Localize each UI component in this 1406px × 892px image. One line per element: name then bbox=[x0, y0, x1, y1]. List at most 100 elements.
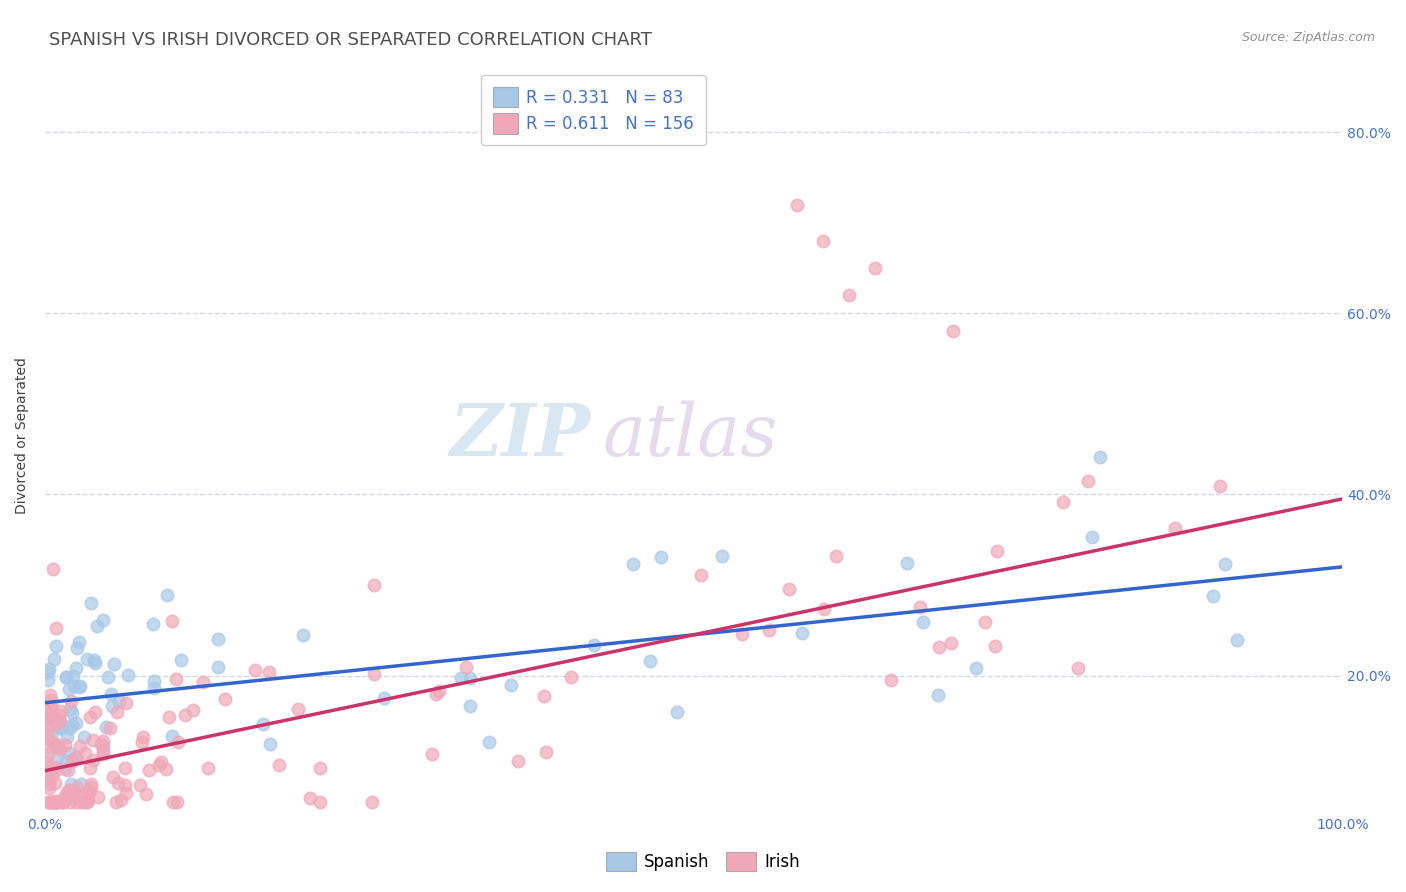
Point bbox=[37, 764, 59, 779]
Point bbox=[927, 688, 949, 702]
Point bbox=[1077, 474, 1099, 488]
Point bbox=[46, 796, 69, 810]
Point bbox=[425, 687, 447, 701]
Point bbox=[52, 789, 75, 804]
Point bbox=[39, 693, 62, 707]
Point bbox=[91, 742, 114, 756]
Point bbox=[35, 711, 58, 725]
Point bbox=[100, 699, 122, 714]
Point bbox=[711, 549, 734, 563]
Point bbox=[666, 705, 689, 719]
Point bbox=[44, 763, 66, 777]
Point bbox=[536, 745, 558, 759]
Point bbox=[86, 619, 108, 633]
Text: atlas: atlas bbox=[603, 401, 779, 471]
Point bbox=[108, 694, 131, 708]
Point bbox=[114, 778, 136, 792]
Point bbox=[55, 754, 77, 768]
Point bbox=[427, 684, 450, 698]
Point bbox=[59, 702, 82, 716]
Point bbox=[420, 747, 443, 761]
Point bbox=[98, 721, 121, 735]
Point bbox=[1209, 479, 1232, 493]
Point bbox=[44, 712, 66, 726]
Point bbox=[35, 722, 58, 736]
Point bbox=[508, 754, 530, 768]
Point bbox=[51, 796, 73, 810]
Point bbox=[107, 705, 129, 719]
Point bbox=[55, 670, 77, 684]
Text: Source: ZipAtlas.com: Source: ZipAtlas.com bbox=[1241, 31, 1375, 45]
Point bbox=[252, 716, 274, 731]
Point bbox=[70, 777, 93, 791]
Point bbox=[79, 784, 101, 798]
Point bbox=[63, 679, 86, 693]
Point bbox=[44, 794, 66, 808]
Point bbox=[114, 696, 136, 710]
Point bbox=[55, 731, 77, 745]
Point bbox=[1164, 521, 1187, 535]
Point bbox=[84, 656, 107, 670]
Point bbox=[38, 777, 60, 791]
Point bbox=[363, 578, 385, 592]
Point bbox=[191, 674, 214, 689]
Point bbox=[52, 796, 75, 810]
Point bbox=[60, 718, 83, 732]
Point bbox=[865, 260, 887, 275]
Point bbox=[58, 783, 80, 797]
Point bbox=[72, 796, 94, 810]
Point bbox=[160, 729, 183, 743]
Point bbox=[38, 760, 60, 774]
Point bbox=[62, 751, 84, 765]
Point bbox=[97, 670, 120, 684]
Point bbox=[67, 634, 90, 648]
Point bbox=[39, 712, 62, 726]
Point bbox=[72, 731, 94, 745]
Point bbox=[560, 670, 582, 684]
Point bbox=[65, 640, 87, 655]
Point bbox=[35, 705, 58, 719]
Point bbox=[80, 777, 103, 791]
Point bbox=[42, 651, 65, 665]
Point bbox=[79, 785, 101, 799]
Point bbox=[458, 671, 481, 685]
Point bbox=[65, 661, 87, 675]
Point bbox=[46, 739, 69, 754]
Point bbox=[49, 722, 72, 736]
Point bbox=[58, 788, 80, 802]
Point bbox=[49, 704, 72, 718]
Point bbox=[499, 678, 522, 692]
Point bbox=[45, 717, 67, 731]
Point bbox=[131, 730, 153, 744]
Point bbox=[583, 638, 606, 652]
Point bbox=[41, 698, 63, 713]
Point bbox=[79, 710, 101, 724]
Point bbox=[838, 288, 860, 302]
Point bbox=[42, 796, 65, 810]
Point bbox=[60, 694, 83, 708]
Point bbox=[45, 639, 67, 653]
Point bbox=[48, 707, 70, 722]
Point bbox=[79, 761, 101, 775]
Point bbox=[79, 596, 101, 610]
Point bbox=[450, 671, 472, 685]
Point bbox=[44, 796, 66, 810]
Point bbox=[825, 549, 848, 563]
Point bbox=[51, 720, 73, 734]
Point bbox=[167, 734, 190, 748]
Point bbox=[984, 639, 1007, 653]
Point bbox=[181, 703, 204, 717]
Point bbox=[87, 790, 110, 805]
Point bbox=[142, 681, 165, 696]
Point bbox=[986, 543, 1008, 558]
Point bbox=[166, 796, 188, 810]
Legend: R = 0.331   N = 83, R = 0.611   N = 156: R = 0.331 N = 83, R = 0.611 N = 156 bbox=[481, 76, 706, 145]
Point bbox=[41, 698, 63, 712]
Point bbox=[287, 702, 309, 716]
Point bbox=[45, 737, 67, 751]
Point bbox=[1052, 495, 1074, 509]
Point bbox=[117, 668, 139, 682]
Point bbox=[100, 687, 122, 701]
Point bbox=[621, 557, 644, 571]
Point bbox=[114, 761, 136, 775]
